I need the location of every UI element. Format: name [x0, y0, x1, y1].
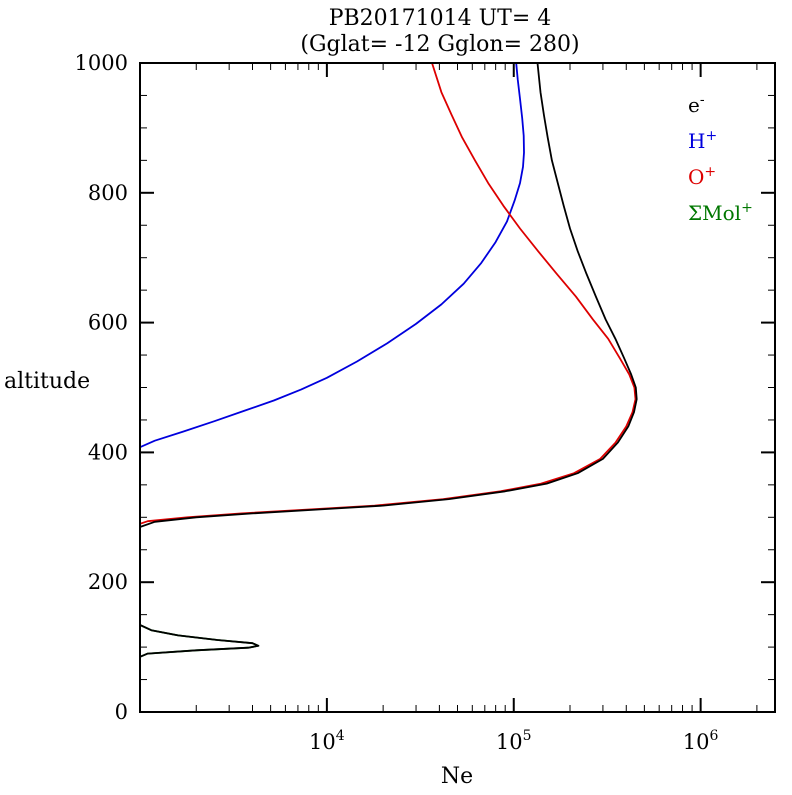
y-tick-label: 0 [115, 700, 128, 724]
series-H+ [140, 63, 525, 449]
y-tick-label: 600 [88, 311, 128, 335]
legend-item-e: e- [688, 92, 705, 117]
series-e- [140, 63, 638, 674]
legend-item-O: O+ [688, 164, 716, 189]
series-layer [140, 63, 638, 674]
y-tick-label: 800 [88, 181, 128, 205]
series-O+ [140, 63, 637, 525]
x-axis-label: Ne [441, 764, 473, 789]
legend-item-H: H+ [688, 128, 717, 153]
plot-frame [139, 62, 776, 713]
y-tick-label: 1000 [75, 51, 128, 75]
y-tick-label: 200 [88, 570, 128, 594]
x-tick-label: 106 [683, 728, 719, 754]
tick-labels: 104 105 106 0 200 400 600 800 1000 [75, 51, 719, 754]
y-tick-label: 400 [88, 440, 128, 464]
y-axis-label: altitude [4, 369, 90, 394]
x-tick-label: 104 [309, 728, 345, 754]
x-tick-label: 105 [496, 728, 532, 754]
chart-title-line1: PB20171014 UT= 4 [329, 6, 552, 31]
legend-item-ΣMol: ΣMol+ [688, 200, 753, 225]
legend: e- H+ O+ ΣMol+ [688, 92, 753, 225]
axis-ticks [139, 62, 775, 713]
chart-title-line2: (Gglat= -12 Gglon= 280) [300, 32, 579, 57]
